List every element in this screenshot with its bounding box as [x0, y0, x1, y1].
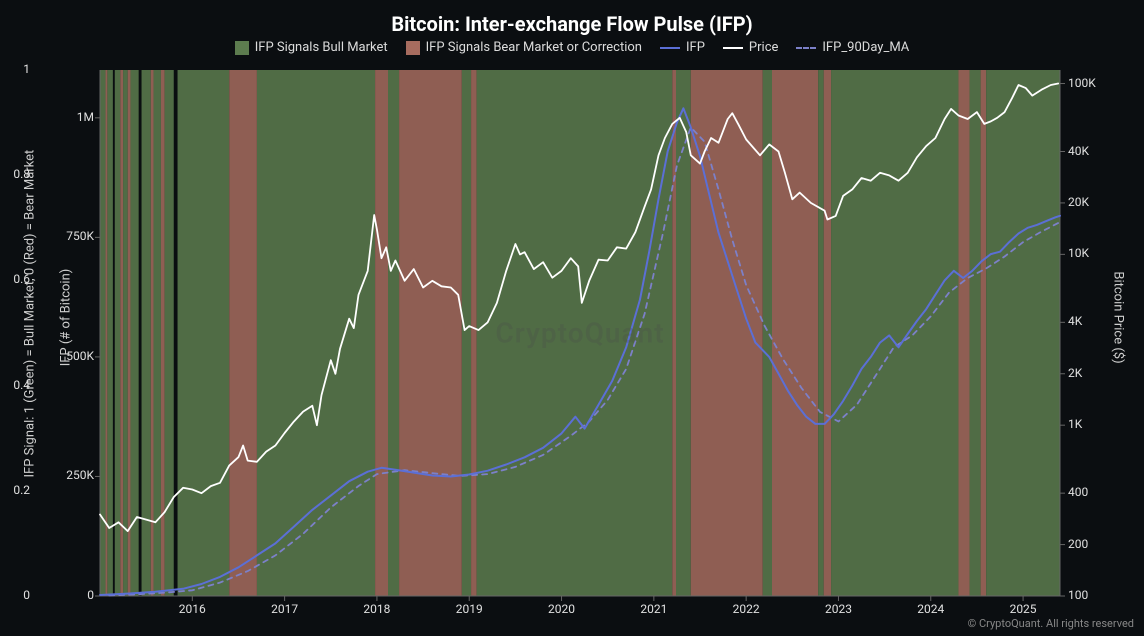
- tick-label: 100: [1068, 588, 1088, 602]
- tick-label: 4K: [1068, 314, 1082, 328]
- y-signal-axis-label: IFP Signal: 1 (Green) = Bull Market, 0 (…: [23, 158, 38, 478]
- swatch-bear: [406, 41, 420, 55]
- tick-label: 2024: [917, 602, 944, 616]
- tick-label: 0.4: [13, 378, 30, 392]
- tick-label: 0: [87, 588, 94, 602]
- tick-label: 10K: [1068, 246, 1089, 260]
- swatch-ma: [796, 47, 816, 49]
- tick-label: 2017: [271, 602, 298, 616]
- tick-label: 0.8: [13, 167, 30, 181]
- swatch-bull: [235, 41, 249, 55]
- tick-label: 1K: [1068, 417, 1082, 431]
- tick-label: 750K: [66, 229, 94, 243]
- tick-label: 250K: [66, 468, 94, 482]
- tick-label: 2021: [640, 602, 667, 616]
- legend-bull-label: IFP Signals Bull Market: [255, 40, 388, 55]
- tick-label: 40K: [1068, 144, 1089, 158]
- tick-label: 400: [1068, 485, 1088, 499]
- tick-label: 2023: [825, 602, 852, 616]
- legend-bull: IFP Signals Bull Market: [235, 40, 388, 55]
- tick-label: 2K: [1068, 366, 1082, 380]
- copyright: © CryptoQuant. All rights reserved: [968, 617, 1134, 630]
- tick-label: 2018: [363, 602, 390, 616]
- tick-label: 100K: [1068, 76, 1096, 90]
- tick-label: 2019: [456, 602, 483, 616]
- tick-label: 0.6: [13, 272, 30, 286]
- chart-title: Bitcoin: Inter-exchange Flow Pulse (IFP): [0, 12, 1144, 36]
- tick-label: 0: [23, 588, 30, 602]
- tick-label: 200: [1068, 537, 1088, 551]
- tick-label: 0.2: [13, 483, 30, 497]
- tick-label: 500K: [66, 349, 94, 363]
- tick-label: 20K: [1068, 195, 1089, 209]
- tick-label: 1: [23, 62, 30, 76]
- legend-price: Price: [723, 40, 778, 55]
- legend-ifp: IFP: [660, 40, 705, 55]
- legend-ma-label: IFP_90Day_MA: [822, 40, 909, 55]
- tick-label: 2020: [548, 602, 575, 616]
- plot-area: CryptoQuant: [100, 70, 1060, 596]
- legend-bear: IFP Signals Bear Market or Correction: [406, 40, 642, 55]
- swatch-price: [723, 47, 743, 49]
- legend-bear-label: IFP Signals Bear Market or Correction: [426, 40, 642, 55]
- y-ifp-axis-label: IFP (# of Bitcoin): [59, 248, 74, 388]
- legend-ifp-label: IFP: [686, 40, 705, 55]
- tick-label: 2025: [1010, 602, 1037, 616]
- legend-ma: IFP_90Day_MA: [796, 40, 909, 55]
- y-price-axis-label: Bitcoin Price ($): [1111, 248, 1126, 388]
- legend-price-label: Price: [749, 40, 778, 55]
- tick-label: 2022: [733, 602, 760, 616]
- legend: IFP Signals Bull Market IFP Signals Bear…: [0, 40, 1144, 55]
- tick-label: 2016: [179, 602, 206, 616]
- tick-label: 1M: [77, 110, 94, 124]
- chart-svg: [100, 70, 1060, 596]
- swatch-ifp: [660, 47, 680, 49]
